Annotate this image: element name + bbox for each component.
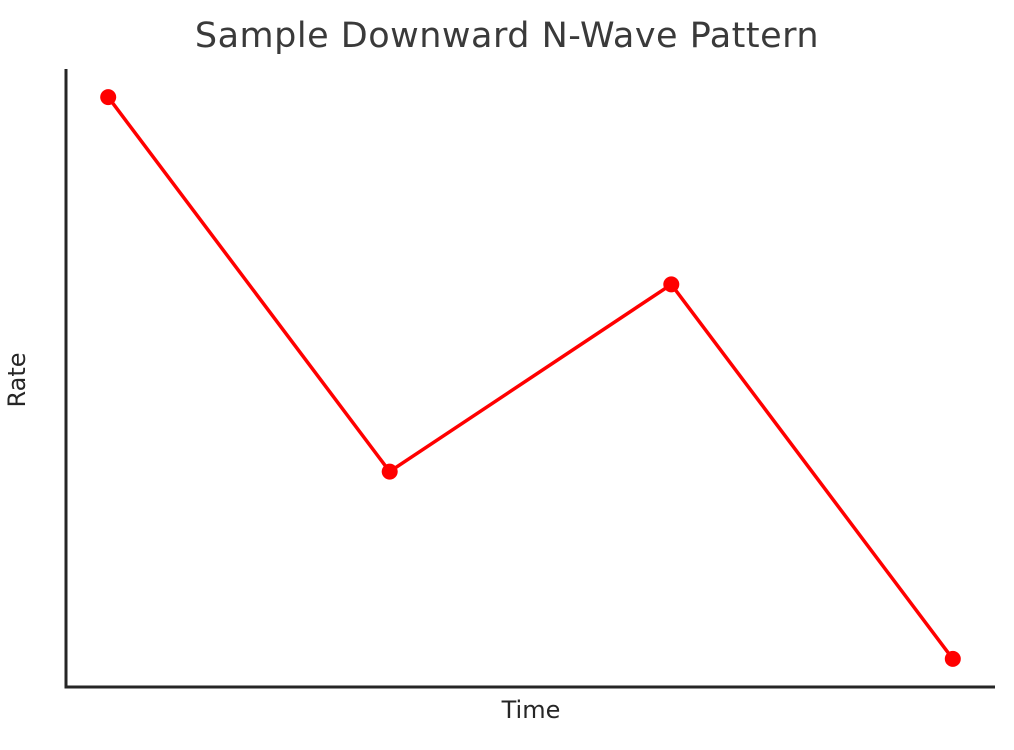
series-group xyxy=(100,89,961,667)
chart-title: Sample Downward N-Wave Pattern xyxy=(194,16,820,56)
data-point xyxy=(663,276,680,293)
x-axis-label: Time xyxy=(501,696,561,724)
data-point xyxy=(100,89,117,106)
data-point xyxy=(381,463,398,480)
axes-group xyxy=(64,69,995,689)
line-series xyxy=(106,95,955,661)
data-point xyxy=(944,650,961,667)
